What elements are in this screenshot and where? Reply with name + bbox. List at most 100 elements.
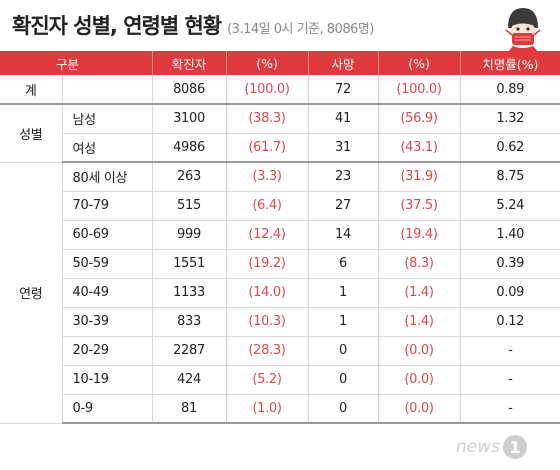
- sub-label: [61, 75, 153, 105]
- deaths-cell: 0: [307, 365, 379, 395]
- deaths-pct-cell: (19.4): [377, 220, 461, 250]
- fatality-cell: -: [459, 394, 560, 424]
- fatality-cell: 0.09: [459, 278, 560, 308]
- fatality-cell: 0.89: [459, 75, 560, 105]
- table-row-age-80plus: 연령 80세 이상 263 (3.3) 23 (31.9) 8.75: [0, 162, 560, 424]
- table-row-age-50s: 50-59 1551 (19.2) 6 (8.3) 0.39: [0, 249, 560, 279]
- table-row-age-40s: 40-49 1133 (14.0) 1 (1.4) 0.09: [0, 278, 560, 308]
- sub-label: 남성: [61, 104, 153, 134]
- fatality-cell: 0.39: [459, 249, 560, 279]
- sub-label: 60-69: [61, 220, 153, 250]
- cases-cell: 1551: [151, 249, 227, 279]
- cases-cell: 263: [151, 162, 227, 192]
- deaths-cell: 72: [307, 75, 379, 105]
- sub-label: 여성: [61, 133, 153, 163]
- deaths-pct-cell: (0.0): [377, 336, 461, 366]
- cases-pct-cell: (6.4): [225, 191, 309, 221]
- deaths-cell: 23: [307, 162, 379, 192]
- sub-label: 40-49: [61, 278, 153, 308]
- logo-text: news: [456, 437, 500, 457]
- title-block: 확진자 성별, 연령별 현황 (3.14일 0시 기준, 8086명): [12, 10, 374, 40]
- news1-logo: news 1: [456, 432, 528, 462]
- fatality-cell: 0.12: [459, 307, 560, 337]
- chart-title: 확진자 성별, 연령별 현황: [12, 14, 222, 38]
- deaths-cell: 6: [307, 249, 379, 279]
- face-mask-icon: [505, 8, 541, 52]
- cases-cell: 3100: [151, 104, 227, 134]
- cases-pct-cell: (3.3): [225, 162, 309, 192]
- deaths-pct-cell: (56.9): [377, 104, 461, 134]
- table-row-age-10s: 10-19 424 (5.2) 0 (0.0) -: [0, 365, 560, 395]
- cases-cell: 81: [151, 394, 227, 424]
- cases-pct-cell: (38.3): [225, 104, 309, 134]
- chart-subtitle: (3.14일 0시 기준, 8086명): [227, 22, 374, 37]
- cases-pct-cell: (100.0): [225, 75, 309, 105]
- fatality-cell: 0.62: [459, 133, 560, 163]
- group-label-sex: 성별: [0, 104, 62, 163]
- header-deaths-pct: (%): [377, 51, 461, 75]
- cases-cell: 8086: [151, 75, 227, 105]
- cases-cell: 424: [151, 365, 227, 395]
- deaths-pct-cell: (37.5): [377, 191, 461, 221]
- cases-cell: 833: [151, 307, 227, 337]
- sub-label: 70-79: [61, 191, 153, 221]
- header-cases: 확진자: [151, 51, 227, 75]
- news1-logo-icon: 1: [503, 435, 527, 459]
- header-deaths: 사망: [307, 51, 379, 75]
- deaths-cell: 0: [307, 394, 379, 424]
- sub-label: 10-19: [61, 365, 153, 395]
- cases-cell: 515: [151, 191, 227, 221]
- table-row-age-60s: 60-69 999 (12.4) 14 (19.4) 1.40: [0, 220, 560, 250]
- deaths-pct-cell: (31.9): [377, 162, 461, 192]
- cases-cell: 2287: [151, 336, 227, 366]
- table-row-total: 계 8086 (100.0) 72 (100.0) 0.89: [0, 75, 560, 105]
- table-row-female: 여성 4986 (61.7) 31 (43.1) 0.62: [0, 133, 560, 163]
- fatality-cell: 8.75: [459, 162, 560, 192]
- deaths-cell: 1: [307, 307, 379, 337]
- fatality-cell: -: [459, 336, 560, 366]
- table-row-male: 성별 남성 3100 (38.3) 41 (56.9) 1.32: [0, 104, 560, 163]
- deaths-pct-cell: (8.3): [377, 249, 461, 279]
- header-cases-pct: (%): [225, 51, 309, 75]
- fatality-cell: -: [459, 365, 560, 395]
- cases-pct-cell: (19.2): [225, 249, 309, 279]
- deaths-pct-cell: (0.0): [377, 365, 461, 395]
- table-row-age-70s: 70-79 515 (6.4) 27 (37.5) 5.24: [0, 191, 560, 221]
- cases-pct-cell: (1.0): [225, 394, 309, 424]
- stats-table: 구분 확진자 (%) 사망 (%) 치명률(%) 계 8086 (100.0) …: [0, 51, 560, 424]
- deaths-cell: 1: [307, 278, 379, 308]
- cases-cell: 1133: [151, 278, 227, 308]
- sub-label: 30-39: [61, 307, 153, 337]
- deaths-cell: 14: [307, 220, 379, 250]
- deaths-pct-cell: (1.4): [377, 278, 461, 308]
- deaths-cell: 27: [307, 191, 379, 221]
- deaths-pct-cell: (100.0): [377, 75, 461, 105]
- header-category: 구분: [0, 51, 153, 75]
- cases-cell: 4986: [151, 133, 227, 163]
- sub-label: 0-9: [61, 394, 153, 424]
- header-fatality: 치명률(%): [459, 51, 560, 75]
- group-label-age: 연령: [0, 162, 62, 424]
- fatality-cell: 1.32: [459, 104, 560, 134]
- cases-pct-cell: (10.3): [225, 307, 309, 337]
- table-row-age-0s: 0-9 81 (1.0) 0 (0.0) -: [0, 394, 560, 424]
- group-label-total: 계: [0, 75, 62, 105]
- sub-label: 50-59: [61, 249, 153, 279]
- deaths-pct-cell: (1.4): [377, 307, 461, 337]
- fatality-cell: 1.40: [459, 220, 560, 250]
- table-header-row: 구분 확진자 (%) 사망 (%) 치명률(%): [0, 51, 560, 75]
- sub-label: 80세 이상: [61, 162, 153, 192]
- table-row-age-20s: 20-29 2287 (28.3) 0 (0.0) -: [0, 336, 560, 366]
- fatality-cell: 5.24: [459, 191, 560, 221]
- cases-pct-cell: (5.2): [225, 365, 309, 395]
- cases-pct-cell: (61.7): [225, 133, 309, 163]
- cases-pct-cell: (28.3): [225, 336, 309, 366]
- deaths-pct-cell: (0.0): [377, 394, 461, 424]
- sub-label: 20-29: [61, 336, 153, 366]
- deaths-cell: 41: [307, 104, 379, 134]
- deaths-cell: 0: [307, 336, 379, 366]
- logo-mark-text: 1: [509, 438, 520, 457]
- deaths-cell: 31: [307, 133, 379, 163]
- cases-cell: 999: [151, 220, 227, 250]
- deaths-pct-cell: (43.1): [377, 133, 461, 163]
